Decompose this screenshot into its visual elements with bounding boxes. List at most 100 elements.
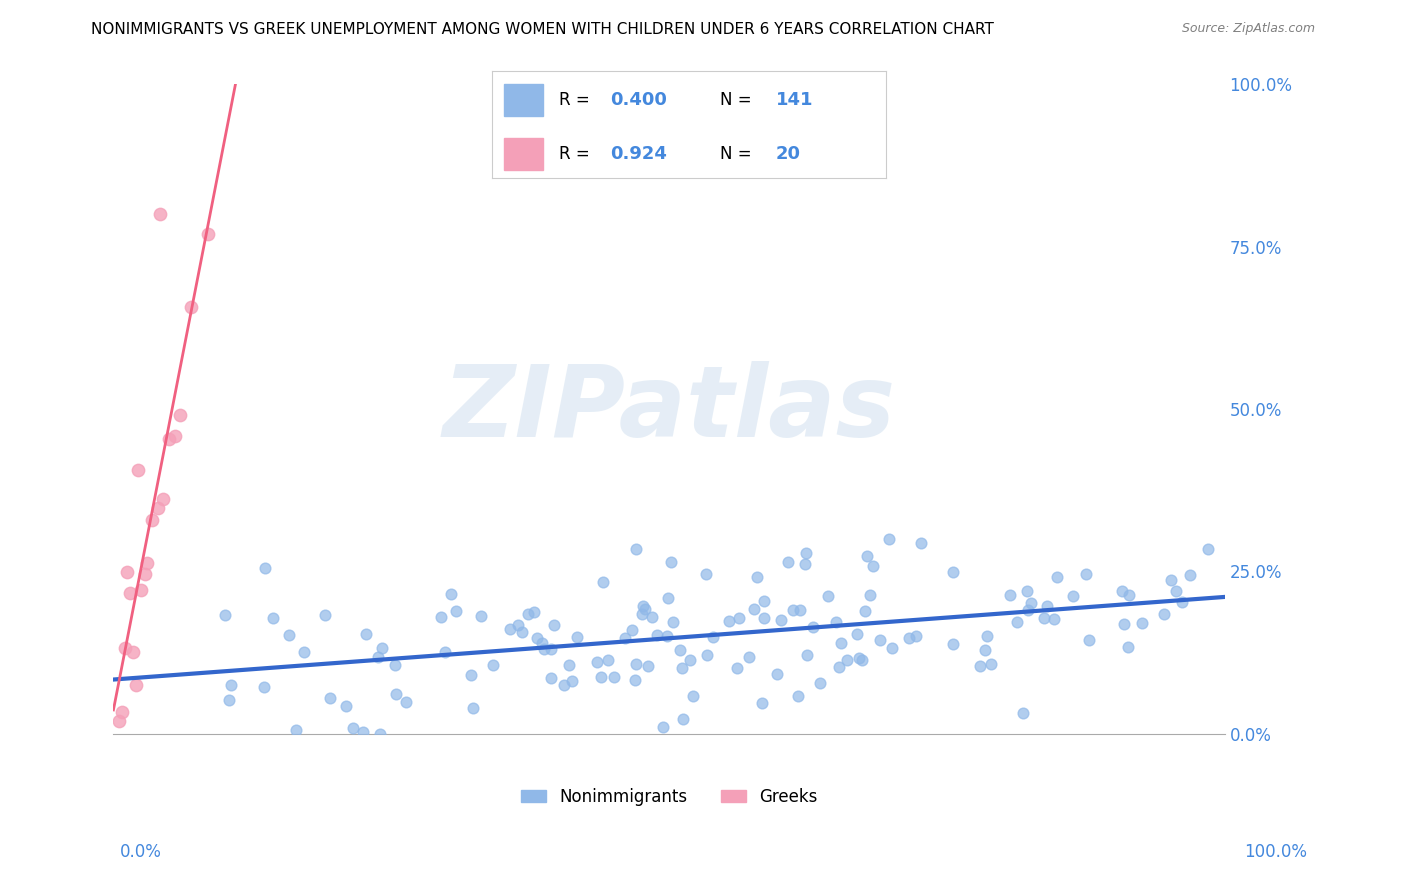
Point <box>969 659 991 673</box>
Point <box>696 648 718 662</box>
Point <box>682 689 704 703</box>
Point <box>180 300 202 314</box>
Point <box>801 620 824 634</box>
Point <box>1153 607 1175 621</box>
Point <box>787 689 810 703</box>
Point <box>434 645 457 659</box>
Point <box>904 629 927 643</box>
Point <box>880 641 903 656</box>
Point <box>533 642 555 657</box>
Point <box>848 651 870 665</box>
Point <box>1160 573 1182 587</box>
Point <box>603 669 626 683</box>
Point <box>127 463 149 477</box>
Point <box>830 636 852 650</box>
Point <box>1017 584 1039 599</box>
Point <box>766 666 789 681</box>
Point <box>613 632 636 646</box>
Point <box>122 644 145 658</box>
Point <box>877 532 900 546</box>
Text: NONIMMIGRANTS VS GREEK UNEMPLOYMENT AMONG WOMEN WITH CHILDREN UNDER 6 YEARS CORR: NONIMMIGRANTS VS GREEK UNEMPLOYMENT AMON… <box>91 22 994 37</box>
Point <box>624 541 647 556</box>
Point <box>134 566 156 581</box>
Point <box>197 227 219 241</box>
Point <box>540 671 562 685</box>
Point <box>669 643 692 657</box>
Point <box>1118 588 1140 602</box>
Point <box>679 653 702 667</box>
Point <box>794 545 817 559</box>
Point <box>637 658 659 673</box>
Point <box>856 549 879 563</box>
Point <box>444 604 467 618</box>
Point <box>776 555 799 569</box>
Text: Source: ZipAtlas.com: Source: ZipAtlas.com <box>1181 22 1315 36</box>
Point <box>395 695 418 709</box>
Text: 100.0%: 100.0% <box>1244 843 1308 861</box>
Point <box>561 674 583 689</box>
Point <box>1197 541 1219 556</box>
Point <box>1046 570 1069 584</box>
Point <box>1012 706 1035 720</box>
Point <box>218 693 240 707</box>
Point <box>624 673 647 687</box>
Point <box>835 653 858 667</box>
Point <box>1130 615 1153 630</box>
Point <box>163 429 186 443</box>
Point <box>655 629 678 643</box>
Point <box>370 640 392 655</box>
Point <box>108 714 131 728</box>
Point <box>470 609 492 624</box>
Point <box>859 588 882 602</box>
Point <box>1019 597 1042 611</box>
Point <box>352 725 374 739</box>
Point <box>157 433 180 447</box>
Point <box>1164 584 1187 599</box>
Point <box>1043 612 1066 626</box>
Point <box>292 645 315 659</box>
Point <box>1171 595 1194 609</box>
Point <box>1007 615 1029 630</box>
Point <box>221 678 243 692</box>
Point <box>1017 602 1039 616</box>
Text: 141: 141 <box>776 91 813 109</box>
Point <box>510 624 533 639</box>
Point <box>498 622 520 636</box>
Point <box>645 628 668 642</box>
Point <box>898 631 921 645</box>
Point <box>592 575 614 590</box>
Point <box>214 608 236 623</box>
Point <box>640 610 662 624</box>
Point <box>335 699 357 714</box>
Point <box>526 631 548 645</box>
Point <box>974 643 997 657</box>
Text: R =: R = <box>560 91 595 109</box>
Point <box>624 657 647 672</box>
Point <box>567 630 589 644</box>
Point <box>980 657 1002 671</box>
Text: 20: 20 <box>776 145 800 162</box>
Point <box>751 696 773 710</box>
Point <box>752 594 775 608</box>
Point <box>793 558 815 572</box>
Point <box>742 602 765 616</box>
Point <box>278 627 301 641</box>
Point <box>115 565 138 579</box>
Point <box>782 603 804 617</box>
Point <box>384 687 406 701</box>
Point <box>1114 617 1136 632</box>
Point <box>523 605 546 619</box>
Point <box>825 615 848 630</box>
Point <box>169 408 191 422</box>
Point <box>659 555 682 569</box>
Point <box>1035 599 1057 614</box>
Point <box>1111 583 1133 598</box>
Text: N =: N = <box>720 91 758 109</box>
Point <box>942 565 965 579</box>
Point <box>149 207 172 221</box>
Point <box>440 587 463 601</box>
Legend: Nonimmigrants, Greeks: Nonimmigrants, Greeks <box>515 781 824 813</box>
Point <box>146 500 169 515</box>
FancyBboxPatch shape <box>503 137 543 169</box>
Point <box>319 691 342 706</box>
